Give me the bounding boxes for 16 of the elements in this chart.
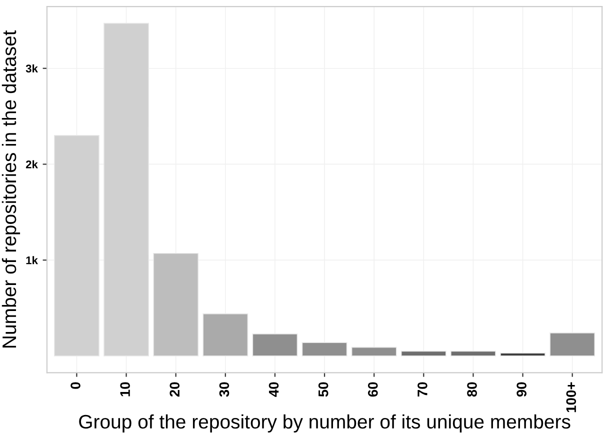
x-tick-label: 40: [268, 382, 279, 397]
x-tick-label: 0: [70, 382, 80, 389]
x-axis-title: Group of the repository by number of its unique members: [79, 414, 570, 432]
x-tick-label: 50: [318, 382, 328, 397]
x-tick-label: 70: [418, 382, 428, 397]
y-tick-label: 1k: [26, 256, 38, 264]
y-axis-title: Number of repositories in the dataset: [2, 30, 20, 348]
y-tick-label: 3k: [26, 64, 38, 73]
x-tick-label: 100+: [566, 382, 576, 412]
x-tick-label: 30: [219, 382, 230, 397]
x-tick-label: 90: [516, 382, 526, 397]
x-tick-label: 60: [368, 382, 378, 397]
x-tick-label: 80: [467, 382, 477, 397]
x-tick-label: 20: [170, 382, 180, 397]
x-tick-label: 10: [120, 382, 130, 396]
y-tick-label: 2k: [26, 160, 38, 168]
